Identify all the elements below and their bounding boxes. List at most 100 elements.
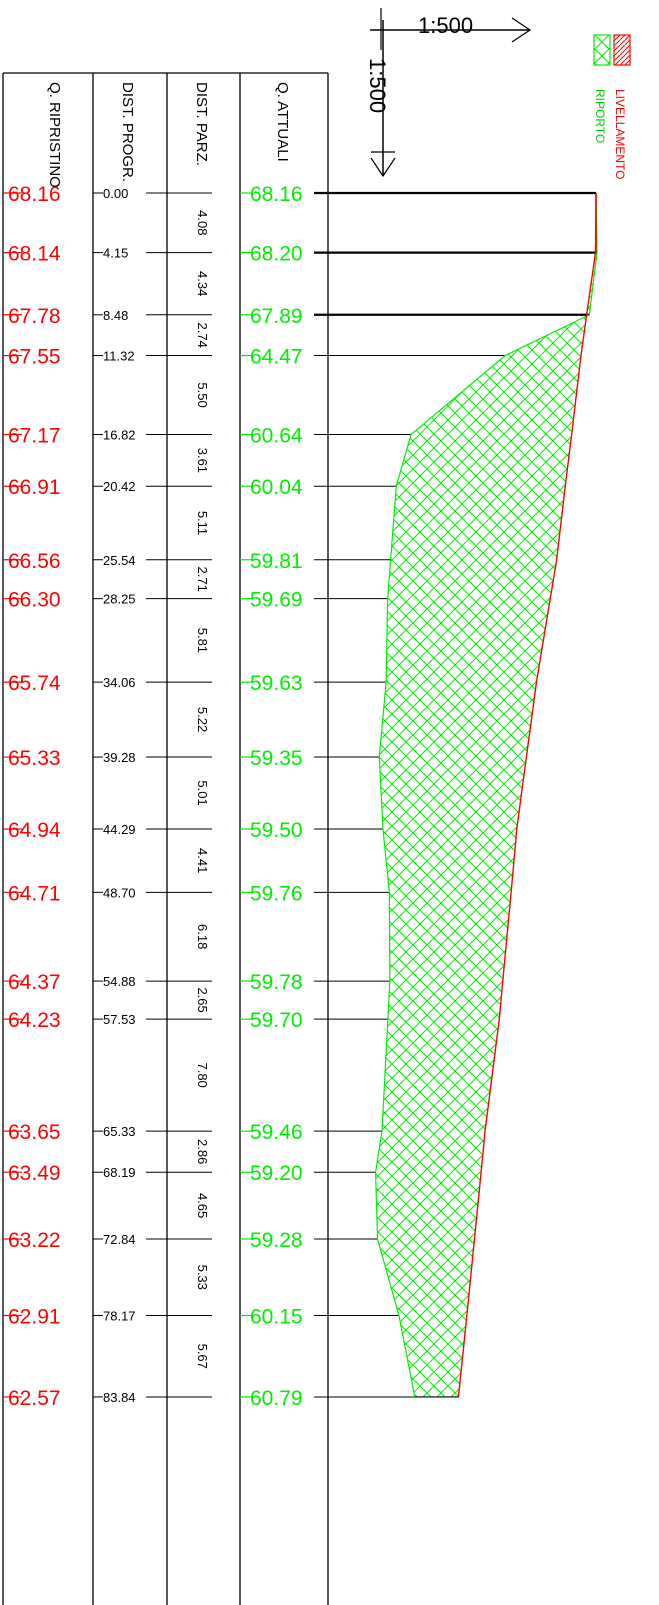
dist-parz-value: 5.11: [195, 511, 210, 535]
dist-progr-value: 16.82: [103, 428, 136, 443]
station-row: 62.91 78.17 60.15: [3, 1306, 399, 1329]
dist-parz-value: 5.22: [195, 707, 210, 732]
restored-grade-line: [457, 192, 597, 1398]
header-dist-progr: DIST. PROGR.: [119, 82, 136, 182]
dist-parz-value: 4.34: [195, 271, 210, 296]
q-attuali-value: 59.35: [250, 747, 303, 770]
q-attuali-value: 59.78: [250, 971, 303, 994]
q-ripristino-value: 63.49: [8, 1162, 61, 1185]
station-row: 63.65 65.33 59.46: [3, 1121, 382, 1144]
station-row: 64.71 48.70 59.76: [3, 882, 390, 905]
q-attuali-value: 59.20: [250, 1162, 303, 1185]
station-row: 66.56 25.54 59.81: [3, 550, 391, 573]
station-row: 62.57 83.84 60.79: [3, 1387, 415, 1410]
table-frame: [2, 72, 329, 1605]
dist-progr-value: 54.88: [103, 974, 136, 989]
dist-parz-value: 2.71: [195, 567, 210, 592]
dist-progr-value: 34.06: [103, 675, 136, 690]
dist-progr-value: 39.28: [103, 750, 136, 765]
header-q-ripristino: Q. RIPRISTINO: [46, 82, 63, 188]
q-attuali-value: 60.04: [250, 476, 303, 499]
dist-parz-value: 4.41: [195, 848, 210, 873]
station-row: 68.14 4.15 68.20: [3, 243, 597, 266]
legend-riporto: RIPORTO: [593, 89, 607, 143]
station-row: 64.23 57.53 59.70: [3, 1009, 388, 1032]
dist-progr-value: 57.53: [103, 1012, 136, 1027]
existing-ground-line: [374, 192, 598, 1398]
dist-progr-value: 20.42: [103, 479, 136, 494]
q-ripristino-value: 64.23: [8, 1009, 61, 1032]
dist-progr-value: 83.84: [103, 1390, 136, 1405]
q-ripristino-value: 63.65: [8, 1121, 61, 1144]
station-row: 68.16 0.00 68.16: [3, 183, 596, 206]
dist-parz-value: 5.33: [195, 1265, 210, 1290]
q-attuali-value: 68.20: [250, 243, 303, 266]
station-row: 67.78 8.48 67.89: [3, 305, 590, 328]
q-ripristino-value: 66.91: [8, 476, 61, 499]
livellamento-swatch: [613, 34, 631, 66]
profile-graph: [374, 192, 598, 1398]
header-dist-parz: DIST. PARZ.: [193, 82, 210, 166]
q-attuali-value: 64.47: [250, 346, 303, 369]
riporto-swatch: [593, 34, 611, 66]
dist-parz-value: 3.61: [195, 448, 210, 473]
dist-progr-value: 44.29: [103, 822, 136, 837]
station-row: 63.22 72.84 59.28: [3, 1229, 378, 1252]
q-ripristino-value: 62.57: [8, 1387, 61, 1410]
q-ripristino-value: 65.74: [8, 672, 61, 695]
dist-parz-value: 2.86: [195, 1139, 210, 1164]
dist-progr-value: 11.32: [103, 349, 135, 364]
station-row: 65.74 34.06 59.63: [3, 672, 387, 695]
arrow-right-icon: [511, 17, 532, 43]
q-attuali-value: 59.46: [250, 1121, 303, 1144]
q-ripristino-value: 68.14: [8, 243, 61, 266]
q-ripristino-value: 67.17: [8, 425, 61, 448]
q-attuali-value: 60.79: [250, 1387, 303, 1410]
dist-progr-value: 65.33: [103, 1124, 136, 1139]
q-attuali-value: 67.89: [250, 305, 303, 328]
dist-progr-value: 25.54: [103, 553, 136, 568]
q-ripristino-value: 67.78: [8, 305, 61, 328]
q-ripristino-value: 66.30: [8, 589, 61, 612]
dist-parz-value: 5.67: [195, 1344, 210, 1369]
scale-horizontal: 1:500: [370, 8, 532, 50]
dist-progr-value: 48.70: [103, 885, 136, 900]
q-attuali-value: 59.76: [250, 882, 303, 905]
q-attuali-value: 59.50: [250, 819, 303, 842]
dist-progr-value: 68.19: [103, 1165, 136, 1180]
q-ripristino-value: 66.56: [8, 550, 61, 573]
q-ripristino-value: 67.55: [8, 346, 61, 369]
q-attuali-value: 59.63: [250, 672, 303, 695]
q-ripristino-value: 64.37: [8, 971, 61, 994]
q-ripristino-value: 64.71: [8, 882, 61, 905]
dist-parz-value: 6.18: [195, 924, 210, 949]
legend-livellamento: LIVELLAMENTO: [613, 89, 627, 179]
arrow-down-icon: [370, 157, 396, 178]
partial-distances: 4.08 4.34 2.74 5.50 3.61 5.11 2.71 5.81 5.22 5.01…: [195, 210, 210, 1369]
station-row: 64.37 54.88 59.78: [3, 971, 390, 994]
q-attuali-value: 59.28: [250, 1229, 303, 1252]
dist-parz-value: 4.08: [195, 210, 210, 235]
dist-parz-value: 2.65: [195, 987, 210, 1012]
station-row: 64.94 44.29 59.50: [3, 819, 383, 842]
dist-parz-value: 5.81: [195, 628, 210, 653]
riporto-area: [375, 193, 597, 1397]
dist-progr-value: 72.84: [103, 1232, 136, 1247]
q-attuali-value: 59.70: [250, 1009, 303, 1032]
q-attuali-value: 60.64: [250, 425, 303, 448]
dist-progr-value: 78.17: [103, 1309, 136, 1324]
dist-progr-value: 8.48: [103, 308, 128, 323]
column-headers: Q. RIPRISTINO DIST. PROGR. DIST. PARZ. Q…: [46, 82, 291, 188]
station-row: 66.91 20.42 60.04: [3, 476, 397, 499]
dist-progr-value: 28.25: [103, 592, 136, 607]
station-row: 67.55 11.32 64.47: [3, 346, 506, 369]
q-ripristino-value: 68.16: [8, 183, 61, 206]
q-ripristino-value: 64.94: [8, 819, 61, 842]
dist-parz-value: 5.50: [195, 382, 210, 407]
dist-parz-value: 2.74: [195, 323, 210, 348]
station-row: 67.17 16.82 60.64: [3, 425, 412, 448]
dist-parz-value: 7.80: [195, 1062, 210, 1087]
q-ripristino-value: 63.22: [8, 1229, 61, 1252]
